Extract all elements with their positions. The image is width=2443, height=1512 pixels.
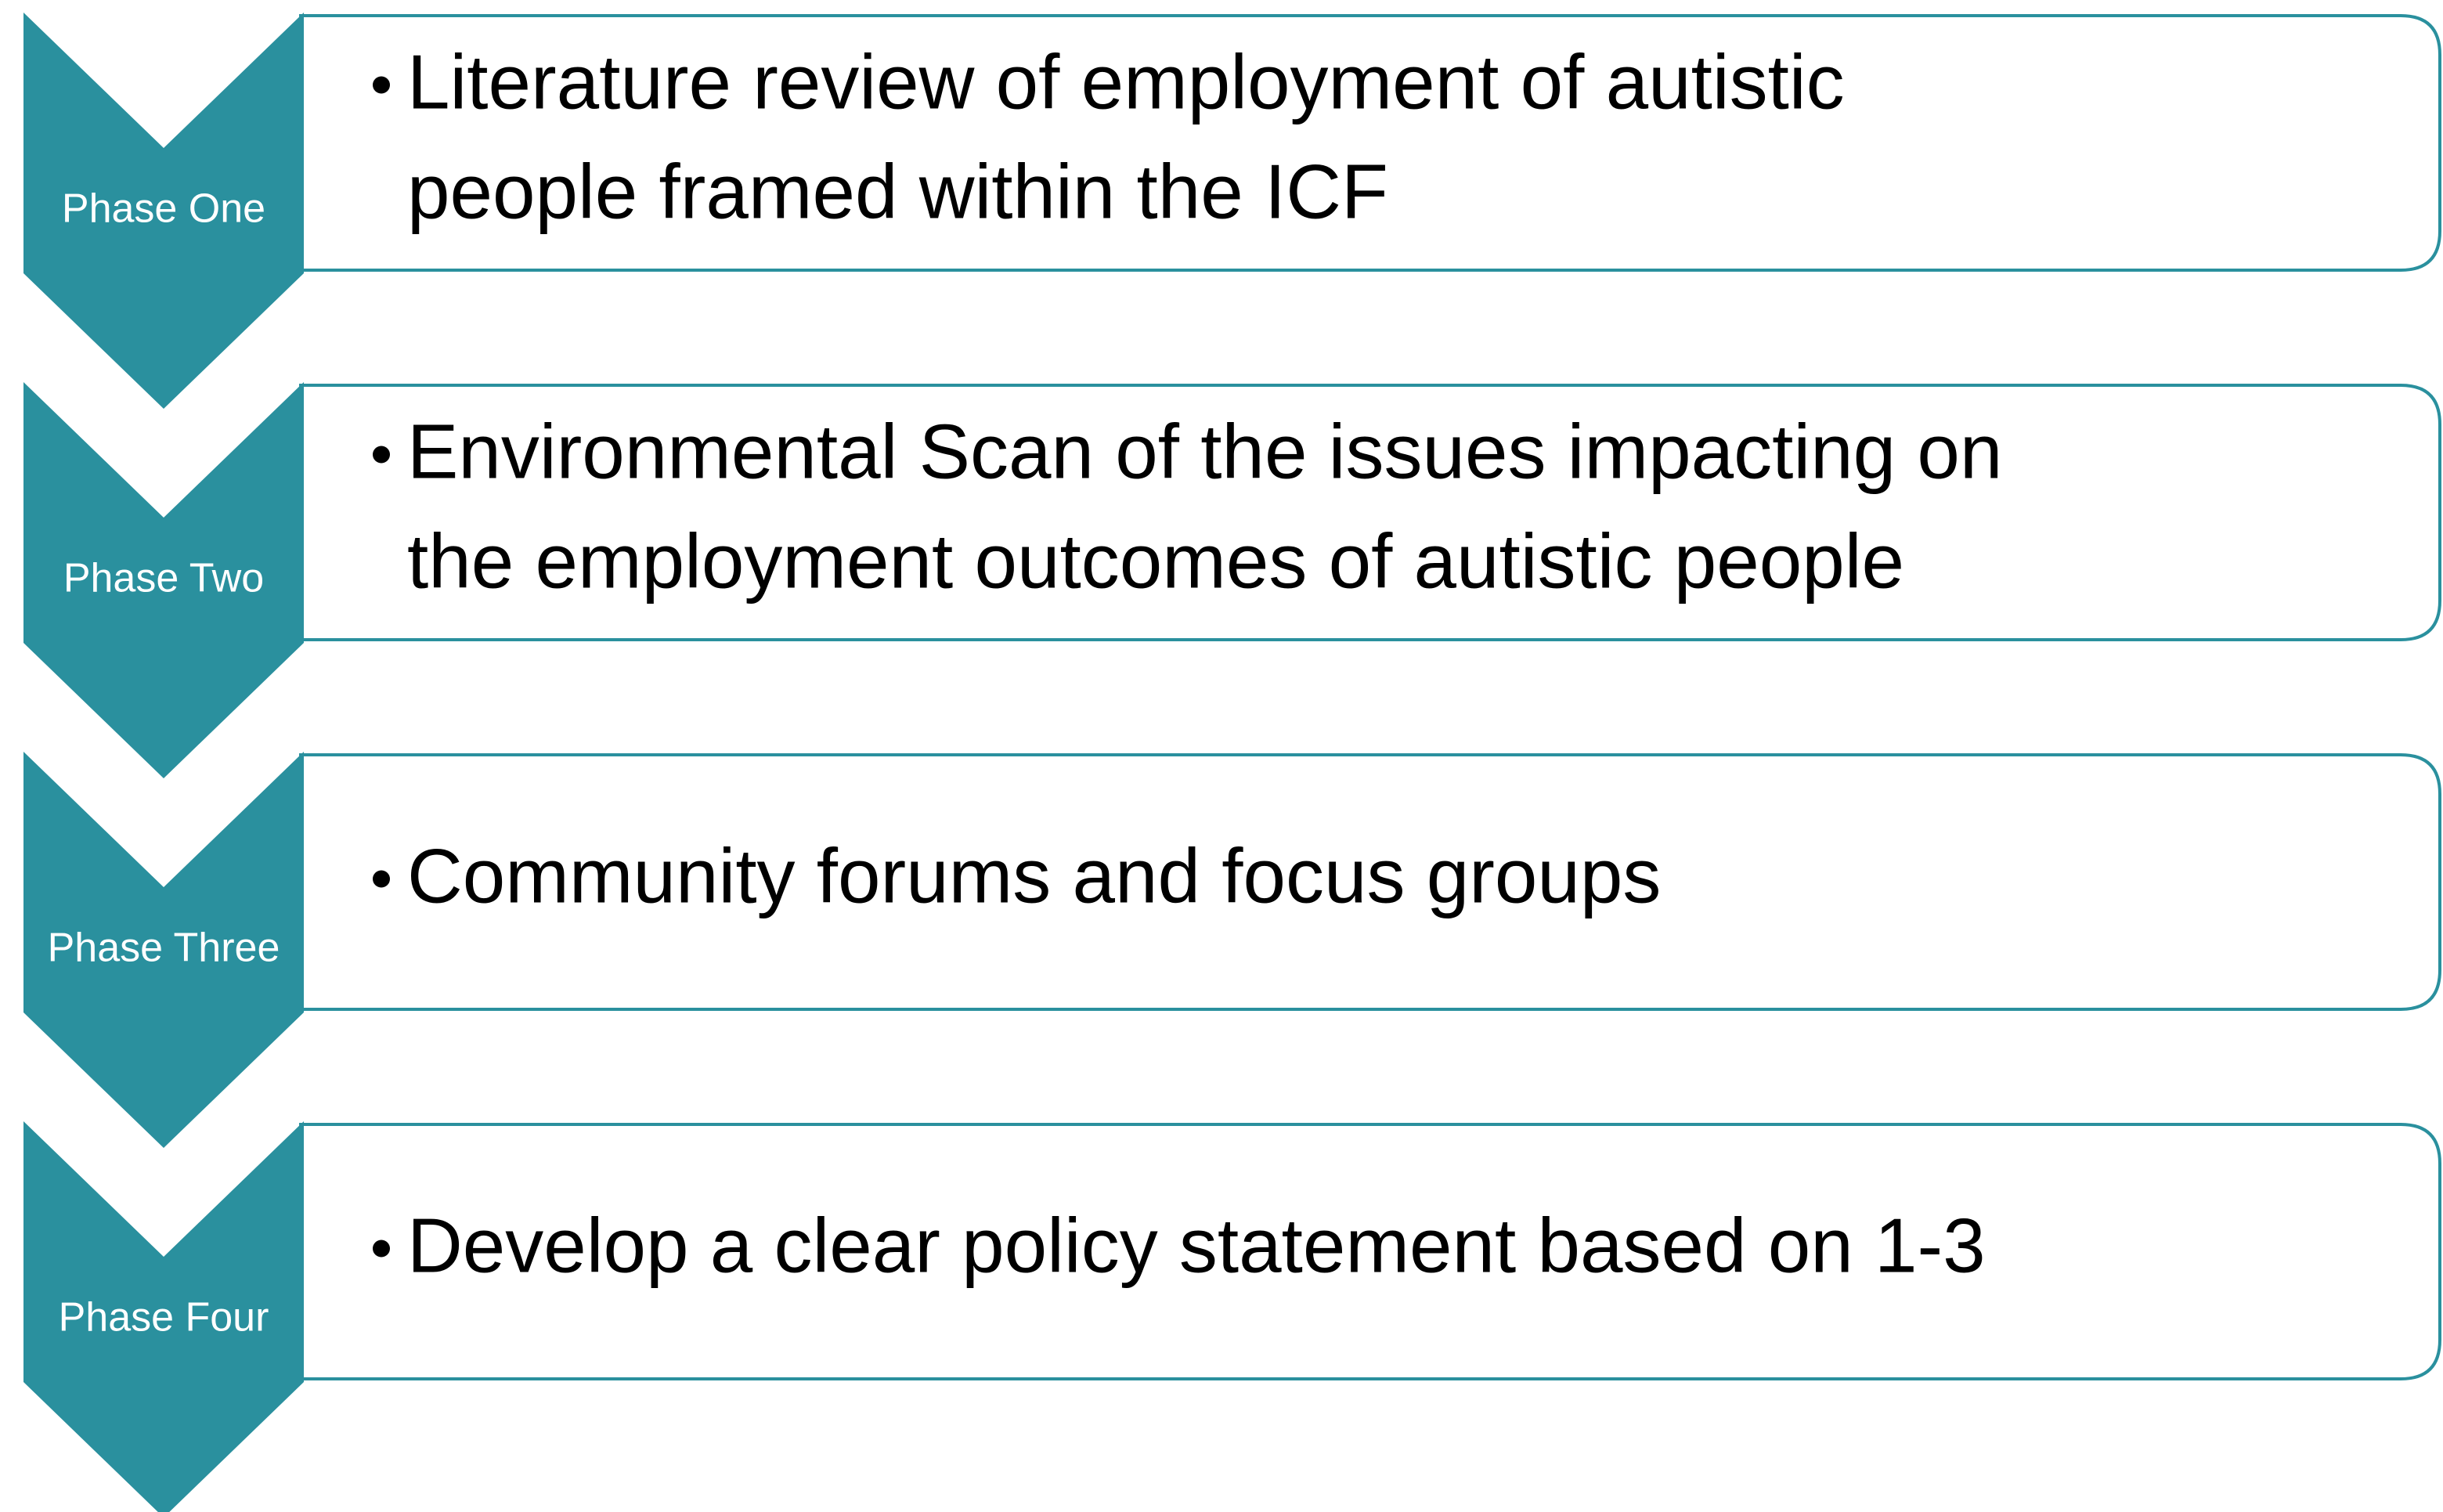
- phase-text: Literature review of employment of autis…: [407, 38, 1845, 124]
- phase-text: people framed within the ICF: [407, 148, 1388, 234]
- phase-text: Community forums and focus groups: [407, 832, 1661, 918]
- phase-chevron: [23, 382, 304, 778]
- phase-box: [299, 753, 2441, 1011]
- phase-text: the employment outcomes of autistic peop…: [407, 518, 1904, 604]
- phase-text: Develop a clear policy statement based o…: [407, 1202, 1986, 1288]
- phase-chevron: [23, 1121, 304, 1512]
- bullet: [373, 870, 390, 888]
- bullet: [373, 446, 390, 464]
- phase-chevron: [23, 13, 304, 409]
- phase-box: [299, 384, 2441, 641]
- phase-text: Environmental Scan of the issues impacti…: [407, 408, 2002, 494]
- bullet: [373, 76, 390, 94]
- phase-box: [299, 1123, 2441, 1380]
- phase-chevron: [23, 752, 304, 1148]
- bullet: [373, 1240, 390, 1258]
- phase-label: Phase One: [62, 186, 265, 232]
- phase-label: Phase Two: [63, 556, 264, 601]
- phase-box: [299, 14, 2441, 272]
- phase-label: Phase Three: [48, 926, 280, 971]
- phase-label: Phase Four: [59, 1295, 269, 1341]
